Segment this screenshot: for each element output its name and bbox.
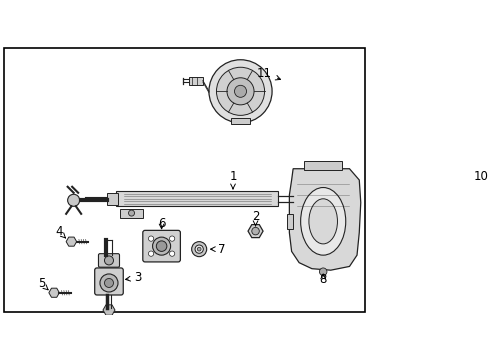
Circle shape [156,241,167,251]
Circle shape [252,228,259,235]
Text: 4: 4 [55,225,66,238]
Circle shape [152,237,171,255]
Text: 9: 9 [0,359,1,360]
Circle shape [197,247,201,251]
Circle shape [100,274,118,292]
Text: 11: 11 [257,67,280,80]
Circle shape [217,67,265,115]
Bar [117,191,278,206]
Bar [231,118,249,125]
Circle shape [148,236,154,241]
Text: 5: 5 [38,277,48,290]
Polygon shape [395,172,440,270]
Circle shape [195,245,203,253]
FancyBboxPatch shape [143,230,180,262]
Bar [190,77,203,85]
Ellipse shape [453,197,490,253]
Wedge shape [451,214,473,237]
Ellipse shape [460,206,487,245]
Circle shape [319,268,327,275]
Bar [107,193,118,205]
Text: 1: 1 [229,170,237,189]
Circle shape [227,78,254,105]
Ellipse shape [391,199,421,244]
Circle shape [170,236,175,241]
Text: 2: 2 [252,210,259,226]
Circle shape [170,251,175,256]
Text: 10: 10 [474,170,489,183]
Ellipse shape [309,199,338,244]
Circle shape [235,85,246,97]
Circle shape [68,194,80,206]
Circle shape [104,256,114,265]
FancyBboxPatch shape [95,268,123,295]
Text: 8: 8 [319,273,327,286]
Circle shape [209,60,272,123]
Text: 6: 6 [158,217,165,230]
Circle shape [148,251,154,256]
Bar [120,208,143,217]
Polygon shape [290,169,361,270]
Text: 3: 3 [125,271,141,284]
FancyBboxPatch shape [98,254,120,267]
Bar [287,214,293,229]
Text: 7: 7 [211,243,225,256]
Circle shape [128,210,135,216]
Circle shape [192,242,207,257]
Bar [304,161,342,170]
Circle shape [104,279,114,288]
Ellipse shape [301,188,346,255]
